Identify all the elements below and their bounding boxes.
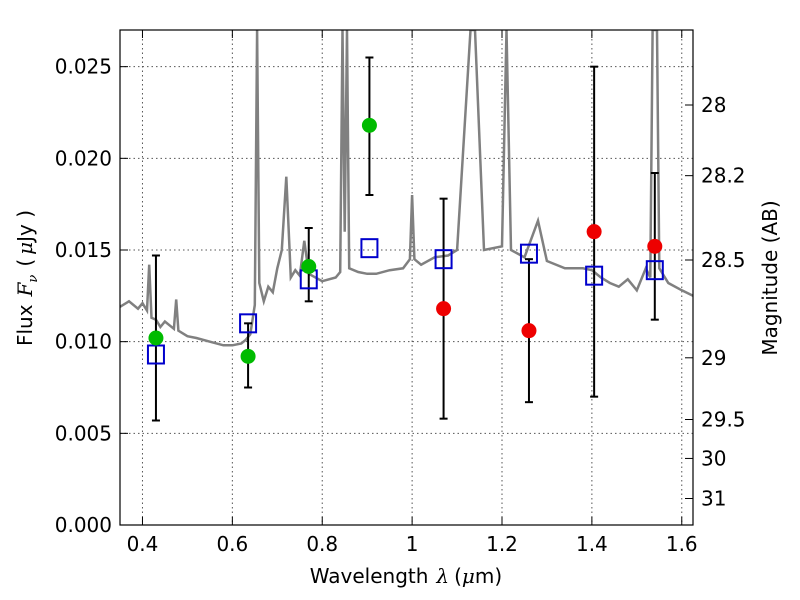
nondetection-point <box>436 301 452 317</box>
x-tick-label: 1.2 <box>486 532 518 556</box>
sed-spectrum-line <box>120 30 693 347</box>
detection-point <box>361 117 377 133</box>
model-flux-square <box>239 313 258 334</box>
detection-point <box>148 330 164 346</box>
detection-point <box>240 348 256 364</box>
x-axis-label: Wavelength λ (μm) <box>310 564 502 588</box>
y2-axis-ticks: 28 28.2 28.5 29 29.5 30 31 <box>685 93 746 511</box>
x-tick-label: 1.6 <box>666 532 698 556</box>
model-flux-square <box>585 265 604 286</box>
y2-axis-label: Magnitude (AB) <box>758 200 782 355</box>
y2-tick-label: 28.2 <box>701 164 746 188</box>
model-flux-square <box>434 249 453 270</box>
model-flux-square <box>645 260 664 281</box>
y2-tick-label: 28.5 <box>701 248 746 272</box>
y-axis-ticks: 0.000 0.005 0.010 0.015 0.020 0.025 <box>55 55 128 537</box>
plot-series <box>120 30 693 422</box>
plot-background <box>120 30 693 525</box>
y2-tick-label: 29.5 <box>701 408 746 432</box>
plot-frame <box>119 29 694 526</box>
y-tick-label: 0.005 <box>55 421 112 445</box>
y2-tick-label: 30 <box>701 446 726 470</box>
x-tick-label: 1 <box>406 532 419 556</box>
y-tick-label: 0.025 <box>55 55 112 79</box>
y2-tick-label: 29 <box>701 346 726 370</box>
y-tick-label: 0.020 <box>55 146 112 170</box>
nondetection-point <box>521 323 537 339</box>
y-tick-label: 0.000 <box>55 513 112 537</box>
y2-tick-label: 28 <box>701 93 726 117</box>
detection-point <box>301 259 317 274</box>
y-tick-label: 0.010 <box>55 330 112 354</box>
y-axis-label: FluxFν(μJy ) <box>13 210 41 346</box>
x-tick-label: 1.4 <box>576 532 608 556</box>
y-tick-label: 0.015 <box>55 238 112 262</box>
x-axis-ticks: 0.4 0.6 0.8 1 1.2 1.4 1.6 <box>127 30 698 556</box>
x-tick-label: 0.8 <box>306 532 338 556</box>
nondetection-point <box>586 224 602 240</box>
nondetection-point <box>647 238 663 254</box>
photometry-markers <box>148 117 663 364</box>
x-tick-label: 0.4 <box>127 532 159 556</box>
x-tick-label: 0.6 <box>216 532 248 556</box>
y2-tick-label: 31 <box>701 487 726 511</box>
model-flux-square <box>360 238 379 259</box>
model-flux-square <box>519 243 538 264</box>
